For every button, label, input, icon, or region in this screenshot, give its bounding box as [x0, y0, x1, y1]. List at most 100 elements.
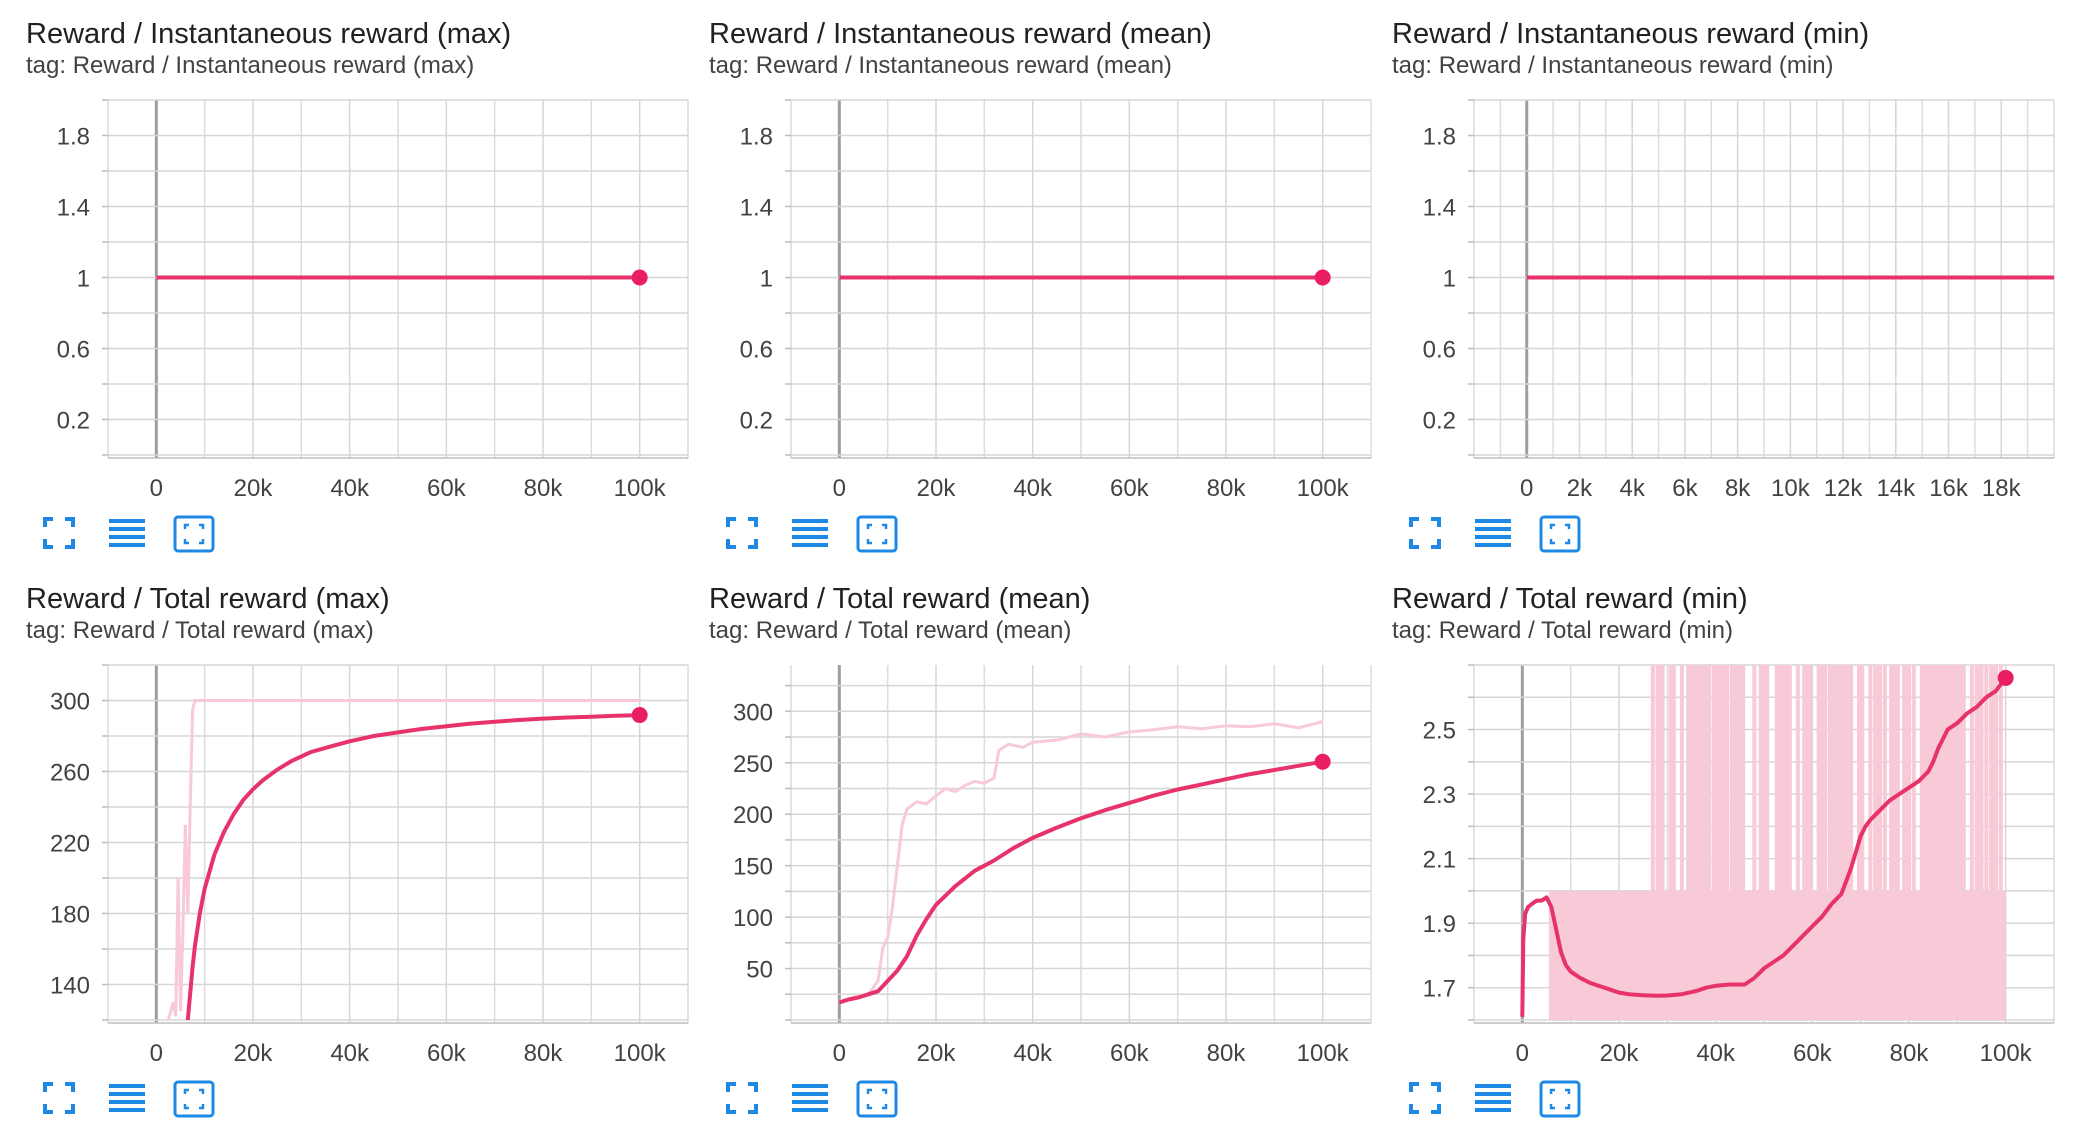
raw-series-spike [1679, 665, 1684, 1020]
fullscreen-icon-part [43, 1082, 53, 1092]
chart-plot[interactable]: 50 100 150 200 250 300 0 20k 40k 60k 80k 100k [683, 565, 1383, 1075]
y-tick-label: 0.2 [740, 408, 773, 435]
fit-domain-button[interactable] [172, 514, 216, 554]
fit-domain-icon [1539, 515, 1581, 553]
fit-domain-icon [856, 515, 898, 553]
chart-toolbar [1406, 514, 1582, 554]
fullscreen-icon [43, 1082, 75, 1114]
raw-series-spike [1668, 665, 1676, 1020]
x-tick-label: 80k [1207, 475, 1247, 502]
fullscreen-button[interactable] [1406, 1079, 1450, 1119]
fit-domain-icon-corner [1549, 1088, 1555, 1094]
data-table-icon-bar [109, 535, 145, 539]
fullscreen-button[interactable] [1406, 514, 1450, 554]
data-table-icon [1475, 519, 1511, 547]
chart-plot[interactable]: 140 180 220 260 300 0 20k 40k 60k 80k 100k [0, 565, 700, 1075]
raw-series-spike [1868, 665, 1873, 1020]
x-tick-label: 60k [1110, 475, 1150, 502]
chart-tag: tag: Reward / Instantaneous reward (min) [1392, 52, 1834, 79]
fullscreen-icon-part [43, 1104, 53, 1114]
fit-domain-icon-corner [1565, 523, 1571, 529]
raw-series-spike [1650, 665, 1655, 1020]
fullscreen-icon-part [65, 539, 75, 549]
raw-series-spike [1911, 665, 1916, 1020]
x-tick-label: 100k [614, 475, 667, 502]
data-table-icon-bar [792, 1084, 828, 1088]
raw-series-spike [1974, 665, 1984, 1020]
fit-domain-icon [856, 1080, 898, 1118]
y-tick-label: 0.2 [1423, 408, 1456, 435]
fit-domain-icon-corner [866, 1088, 872, 1094]
fullscreen-icon-part [1409, 517, 1419, 527]
y-tick-label: 50 [746, 957, 773, 984]
fullscreen-icon-part [43, 517, 53, 527]
chart-toolbar [1406, 1079, 1582, 1119]
x-tick-label: 12k [1824, 475, 1864, 502]
fullscreen-button[interactable] [40, 1079, 84, 1119]
y-tick-label: 0.6 [1423, 337, 1456, 364]
fullscreen-icon-part [1409, 1082, 1419, 1092]
data-table-icon-bar [109, 1092, 145, 1096]
y-tick-label: 300 [50, 689, 90, 716]
x-tick-label: 10k [1771, 475, 1811, 502]
y-tick-label: 100 [733, 905, 773, 932]
x-tick-label: 16k [1929, 475, 1969, 502]
fit-domain-button[interactable] [855, 1079, 899, 1119]
chart-plot[interactable]: 1.7 1.9 2.1 2.3 2.5 0 20k 40k 60k 80k 100k [1366, 565, 2066, 1075]
x-tick-label: 80k [1890, 1040, 1930, 1067]
fit-domain-icon-corner [866, 539, 872, 545]
data-table-button[interactable] [1472, 514, 1516, 554]
chart-card: Reward / Instantaneous reward (max) tag: … [0, 0, 689, 560]
data-table-button[interactable] [106, 1079, 150, 1119]
fit-domain-button[interactable] [1538, 1079, 1582, 1119]
y-tick-label: 260 [50, 760, 90, 787]
data-table-icon-bar [792, 535, 828, 539]
chart-card: Reward / Instantaneous reward (mean) tag:… [683, 0, 1372, 560]
y-tick-label: 140 [50, 973, 90, 1000]
fullscreen-icon-part [1409, 1104, 1419, 1114]
fit-domain-icon-frame [1539, 1080, 1581, 1118]
fullscreen-icon-part [65, 1104, 75, 1114]
fit-domain-button[interactable] [172, 1079, 216, 1119]
chart-plot[interactable]: 0.2 0.6 1 1.4 1.8 0 20k 40k 60k 80k 100k [683, 0, 1383, 510]
y-tick-label: 180 [50, 902, 90, 929]
fit-domain-button[interactable] [855, 514, 899, 554]
y-tick-label: 0.2 [57, 408, 90, 435]
data-table-button[interactable] [789, 1079, 833, 1119]
data-table-icon-bar [1475, 1092, 1511, 1096]
data-table-button[interactable] [789, 514, 833, 554]
chart-plot[interactable]: 0.2 0.6 1 1.4 1.8 0 20k 40k 60k 80k 100k [0, 0, 700, 510]
y-tick-label: 1.8 [1423, 124, 1456, 151]
fullscreen-icon-part [726, 539, 736, 549]
series-endpoint-marker [1314, 753, 1331, 770]
x-tick-label: 60k [1110, 1040, 1150, 1067]
x-tick-label: 20k [917, 1040, 957, 1067]
data-table-icon-bar [1475, 1108, 1511, 1112]
x-tick-label: 60k [427, 475, 467, 502]
chart-plot[interactable]: 0.2 0.6 1 1.4 1.8 0 2k 4k 6k 8k 10k 12k 14k 16k 18k [1366, 0, 2066, 510]
x-tick-label: 20k [1600, 1040, 1640, 1067]
x-tick-label: 80k [524, 475, 564, 502]
raw-series-spike [1795, 665, 1800, 1020]
data-table-icon-bar [109, 1108, 145, 1112]
chart-title: Reward / Instantaneous reward (mean) [709, 18, 1212, 50]
raw-series-spike [1998, 665, 2003, 1020]
fullscreen-button[interactable] [723, 1079, 767, 1119]
fullscreen-icon-part [748, 1082, 758, 1092]
chart-tag: tag: Reward / Total reward (min) [1392, 617, 1734, 644]
fullscreen-button[interactable] [723, 514, 767, 554]
data-table-button[interactable] [106, 514, 150, 554]
x-tick-label: 80k [524, 1040, 564, 1067]
fit-domain-icon-corner [1549, 1104, 1555, 1110]
fit-domain-icon-corner [199, 1104, 205, 1110]
fit-domain-button[interactable] [1538, 514, 1582, 554]
chart-tag: tag: Reward / Instantaneous reward (max) [26, 52, 475, 79]
x-tick-label: 100k [1980, 1040, 2033, 1067]
raw-series-spike [1739, 665, 1746, 1020]
fullscreen-button[interactable] [40, 514, 84, 554]
x-tick-label: 20k [234, 1040, 274, 1067]
data-table-button[interactable] [1472, 1079, 1516, 1119]
data-table-icon-bar [792, 1092, 828, 1096]
y-tick-label: 1.4 [57, 195, 90, 222]
x-tick-label: 100k [1297, 1040, 1350, 1067]
